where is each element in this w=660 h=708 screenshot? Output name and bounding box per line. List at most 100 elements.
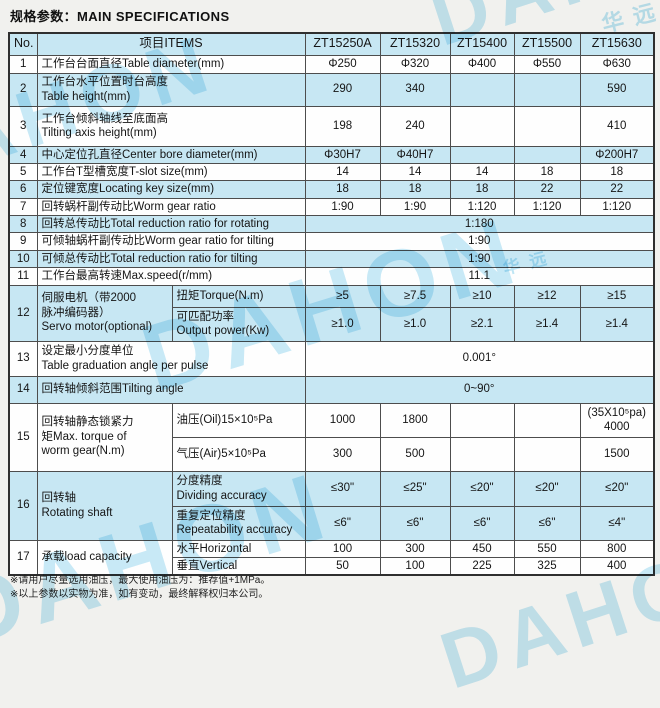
item-sublabel: 垂直Vertical [171,556,306,576]
spec-value: 18 [513,162,581,182]
item-sublabel: 油压(Oil)15×10⁵Pa [171,402,306,438]
spec-value: 550 [513,539,581,558]
table-row: 12 伺服电机（带2000 脉冲编码器） Servo motor(optiona… [8,284,655,342]
spec-value: 410 [579,105,655,147]
spec-value: ≥1.4 [579,306,655,342]
row-number: 2 [8,72,38,107]
spec-value [449,72,515,107]
spec-value: ≤20" [449,470,515,507]
spec-value: 1:90 [379,197,451,217]
table-row: 垂直Vertical 50 100 225 325 400 [9,556,655,576]
table-row: 5 工作台T型槽宽度T-slot size(mm) 14 14 14 18 18 [8,162,655,182]
spec-value: 22 [579,180,655,199]
spec-value: ≥2.1 [449,306,515,342]
spec-value-span: 1:90 [304,249,655,269]
item-label: 工作台最高转速Max.speed(r/mm) [36,267,306,286]
spec-value: ≤6" [449,505,515,541]
item-sublabel: 扭矩Torque(N.m) [171,284,306,308]
row-number: 9 [8,232,38,251]
spec-value: 18 [449,180,515,199]
spec-value: 290 [304,72,381,107]
spec-value: ≥1.0 [379,306,451,342]
spec-value: 1:120 [513,197,581,217]
spec-value: 1:90 [304,197,381,217]
item-label: 可倾总传动比Total reduction ratio for tilting [36,249,306,269]
spec-value-span: 1:90 [304,232,655,251]
spec-value-span: 1:180 [304,214,655,234]
spec-value [449,436,515,472]
row-number: 1 [8,54,38,74]
spec-value: 50 [304,556,381,576]
spec-value: 1:120 [449,197,515,217]
spec-value: 18 [304,180,381,199]
spec-value: 1:120 [579,197,655,217]
spec-value: Φ200H7 [579,145,655,164]
footnote-2: ※以上参数以实物为准，如有变动，最终解释权归本公司。 [10,589,269,600]
row-number: 5 [8,162,38,182]
spec-value: Φ320 [379,54,451,74]
spec-value: 300 [304,436,381,472]
row-number: 3 [8,105,38,147]
spec-value: ≤20" [513,470,581,507]
item-sublabel: 气压(Air)5×10⁵Pa [171,436,306,472]
spec-value: ≥1.0 [304,306,381,342]
item-label: 工作台水平位置时台高度 Table height(mm) [36,72,306,107]
table-row: 10 可倾总传动比Total reduction ratio for tilti… [8,249,655,269]
item-label: 回转蜗杆副传动比Worm gear ratio [36,197,306,217]
spec-value-span: 0.001° [304,340,655,377]
spec-value: ≥15 [579,284,655,308]
row-number: 15 [8,402,38,472]
spec-value: 22 [513,180,581,199]
item-label: 回转轴静态锁紧力 矩Max. torque of worm gear(N.m) [36,402,173,472]
item-label: 回转轴倾斜范围Tilting angle [36,375,306,404]
spec-value: ≥1.4 [513,306,581,342]
spec-value: ≤6" [304,505,381,541]
spec-value: ≥12 [513,284,581,308]
spec-value: 14 [379,162,451,182]
col-header-items: 项目ITEMS [36,32,306,56]
item-label: 回转轴 Rotating shaft [36,470,173,541]
spec-value: Φ630 [579,54,655,74]
row-number: 7 [8,197,38,217]
spec-value: 500 [379,436,451,472]
spec-value: ≥7.5 [379,284,451,308]
table-row: 8 回转总传动比Total reduction ratio for rotati… [8,214,655,234]
item-sublabel: 可匹配功率 Output power(Kw) [171,306,306,342]
spec-value [513,145,581,164]
spec-value: ≤6" [379,505,451,541]
item-sublabel: 重复定位精度 Repeatability accuracy [171,505,306,541]
item-label: 承载load capacity [36,539,173,576]
spec-value: 1000 [304,402,381,438]
item-sublabel: 水平Horizontal [171,539,306,558]
table-row: 气压(Air)5×10⁵Pa 300 500 1500 [9,436,655,472]
spec-value: 400 [579,556,655,576]
spec-value: ≤30" [304,470,381,507]
item-label: 可倾轴蜗杆副传动比Worm gear ratio for tilting [36,232,306,251]
table-row: 9 可倾轴蜗杆副传动比Worm gear ratio for tilting 1… [8,232,655,251]
spec-value: 340 [379,72,451,107]
spec-value: 198 [304,105,381,147]
spec-value: 325 [513,556,581,576]
row-number: 16 [8,470,38,541]
spec-value: 100 [304,539,381,558]
table-row: 重复定位精度 Repeatability accuracy ≤6" ≤6" ≤6… [9,505,655,541]
item-label: 工作台T型槽宽度T-slot size(mm) [36,162,306,182]
spec-value: Φ250 [304,54,381,74]
spec-value: ≤6" [513,505,581,541]
table-row: 4 中心定位孔直径Center bore diameter(mm) Φ30H7 … [8,145,655,164]
item-label: 定位键宽度Locating key size(mm) [36,180,306,199]
spec-value: ≥5 [304,284,381,308]
spec-value: 450 [449,539,515,558]
spec-value: 300 [379,539,451,558]
spec-value: ≥10 [449,284,515,308]
spec-table: No. 项目ITEMS ZT15250A ZT15320 ZT15400 ZT1… [8,32,656,577]
spec-value: 18 [579,162,655,182]
table-row: 6 定位键宽度Locating key size(mm) 18 18 18 22… [8,180,655,199]
spec-value: 240 [379,105,451,147]
row-number: 11 [8,267,38,286]
spec-value [449,402,515,438]
row-number: 6 [8,180,38,199]
spec-value: 225 [449,556,515,576]
table-row: 17 承载load capacity 水平Horizontal 100 300 … [8,539,655,576]
item-label: 工作台台面直径Table diameter(mm) [36,54,306,74]
